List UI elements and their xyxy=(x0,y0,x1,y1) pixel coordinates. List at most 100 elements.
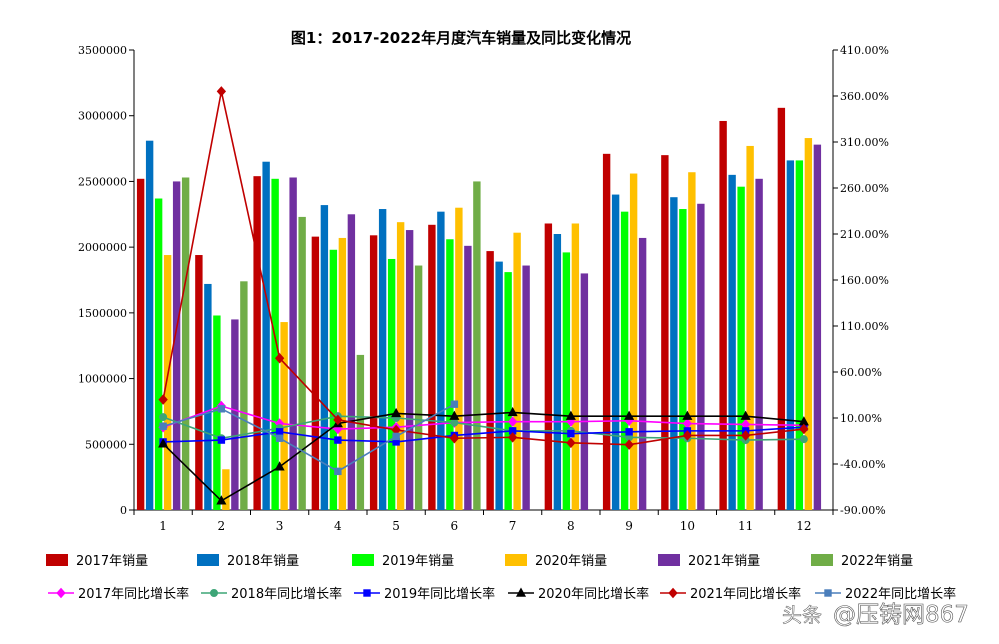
bar-2021年销量 xyxy=(347,214,356,511)
right-tick-label: 10.00% xyxy=(840,412,882,425)
right-tick-label: 160.00% xyxy=(840,274,889,287)
bar-2022年销量 xyxy=(356,354,365,510)
x-tick-label: 7 xyxy=(509,519,517,533)
legend-marker xyxy=(515,587,527,597)
line-2018年同比增长率 xyxy=(162,415,804,441)
point-2021年同比增长率 xyxy=(682,430,693,441)
bar-2022年销量 xyxy=(414,265,423,510)
right-tick-label: 410.00% xyxy=(840,44,889,57)
point-2022年同比增长率 xyxy=(334,467,342,476)
bar-2020年销量 xyxy=(571,223,580,511)
point-2021年同比增长率 xyxy=(740,430,751,441)
point-2019年同比增长率 xyxy=(275,428,284,436)
bar-2017年销量 xyxy=(311,236,320,510)
legend-label: 2020年销量 xyxy=(535,554,607,569)
bar-2018年销量 xyxy=(378,209,387,510)
right-tick-label: 310.00% xyxy=(840,136,889,149)
point-2020年同比增长率 xyxy=(682,410,693,420)
legend-label: 2021年销量 xyxy=(688,554,760,569)
point-2020年同比增长率 xyxy=(449,410,460,420)
bar-2019年销量 xyxy=(562,252,571,510)
legend-swatch xyxy=(811,554,833,566)
right-tick-label: 60.00% xyxy=(840,366,882,379)
x-tick-label: 3 xyxy=(276,519,284,533)
bar-2019年销量 xyxy=(737,186,745,510)
bar-2017年销量 xyxy=(486,251,494,510)
left-tick-label: 1500000 xyxy=(78,307,127,320)
right-tick-label: 210.00% xyxy=(840,228,889,241)
line-2017年同比增长率 xyxy=(162,405,804,430)
point-2022年同比增长率 xyxy=(159,422,167,430)
legend-label: 2022年同比增长率 xyxy=(845,586,956,602)
bar-2017年销量 xyxy=(136,178,145,511)
left-tick-label: 2500000 xyxy=(78,175,127,188)
bar-2020年销量 xyxy=(513,232,521,510)
point-2022年同比增长率 xyxy=(217,405,226,413)
point-2021年同比增长率 xyxy=(566,437,576,449)
bar-2020年销量 xyxy=(804,138,813,510)
legend-swatch xyxy=(352,554,374,566)
bar-2019年销量 xyxy=(329,249,338,510)
watermark-account: @压铸网867 xyxy=(833,602,969,628)
point-2020年同比增长率 xyxy=(565,410,576,420)
legend-marker xyxy=(824,589,832,597)
bar-2021年销量 xyxy=(231,319,239,510)
legend-swatch xyxy=(658,554,680,566)
legend-label: 2019年同比增长率 xyxy=(384,586,495,602)
bar-2020年销量 xyxy=(222,469,230,510)
point-2020年同比增长率 xyxy=(216,495,227,505)
bar-2021年销量 xyxy=(289,177,297,511)
point-2019年同比增长率 xyxy=(625,428,633,436)
point-2021年同比增长率 xyxy=(158,394,168,405)
point-2022年同比增长率 xyxy=(392,432,400,441)
legend-marker xyxy=(363,589,371,597)
x-tick-label: 2 xyxy=(218,519,226,533)
bar-2018年销量 xyxy=(495,261,503,510)
point-2021年同比增长率 xyxy=(333,414,343,426)
bar-2019年销量 xyxy=(795,160,804,510)
bar-2020年销量 xyxy=(338,237,347,510)
point-2020年同比增长率 xyxy=(507,406,518,417)
bar-2022年销量 xyxy=(240,281,248,510)
x-tick-label: 9 xyxy=(625,519,633,533)
point-2017年同比增长率 xyxy=(507,416,518,427)
bar-2020年销量 xyxy=(163,255,172,510)
bar-2017年销量 xyxy=(602,153,611,510)
bar-2020年销量 xyxy=(688,172,696,511)
legend-swatch xyxy=(197,554,219,566)
bar-2018年销量 xyxy=(145,140,154,510)
bar-2017年销量 xyxy=(253,176,261,511)
line-2020年同比增长率 xyxy=(162,411,804,502)
right-tick-label: -90.00% xyxy=(840,504,886,517)
bar-2018年销量 xyxy=(437,211,445,510)
point-2020年同比增长率 xyxy=(158,438,169,448)
x-tick-label: 8 xyxy=(567,519,575,533)
left-tick-label: 1000000 xyxy=(78,373,127,386)
line-2022年同比增长率 xyxy=(162,403,455,473)
bar-2019年销量 xyxy=(504,272,512,510)
bar-2017年销量 xyxy=(369,235,378,510)
bar-2020年销量 xyxy=(280,322,288,510)
watermark: 头条 @压铸网867 xyxy=(782,602,969,629)
legend-label: 2021年同比增长率 xyxy=(690,586,801,602)
point-2021年同比增长率 xyxy=(624,439,634,450)
right-tick-label: -40.00% xyxy=(840,458,886,471)
x-tick-label: 5 xyxy=(392,519,400,533)
bar-2019年销量 xyxy=(387,258,396,510)
x-tick-label: 6 xyxy=(451,519,459,533)
bar-2017年销量 xyxy=(661,155,669,510)
left-tick-label: 3000000 xyxy=(78,110,127,123)
bar-2021年销量 xyxy=(172,181,181,510)
legend: 2017年销量 2018年销量 2019年销量 2020年销量 2021年销量 2022年… xyxy=(46,554,956,602)
axes: 0 500000 1000000 1500000 2000000 2500000 30000… xyxy=(78,44,889,533)
point-2021年同比增长率 xyxy=(216,86,227,97)
left-tick-label: 500000 xyxy=(85,438,127,451)
bar-2020年销量 xyxy=(746,145,754,510)
point-2019年同比增长率 xyxy=(334,436,342,444)
bar-2019年销量 xyxy=(154,198,163,510)
bar-2019年销量 xyxy=(446,239,454,510)
bar-2017年销量 xyxy=(719,120,727,510)
bar-2018年销量 xyxy=(320,205,329,510)
